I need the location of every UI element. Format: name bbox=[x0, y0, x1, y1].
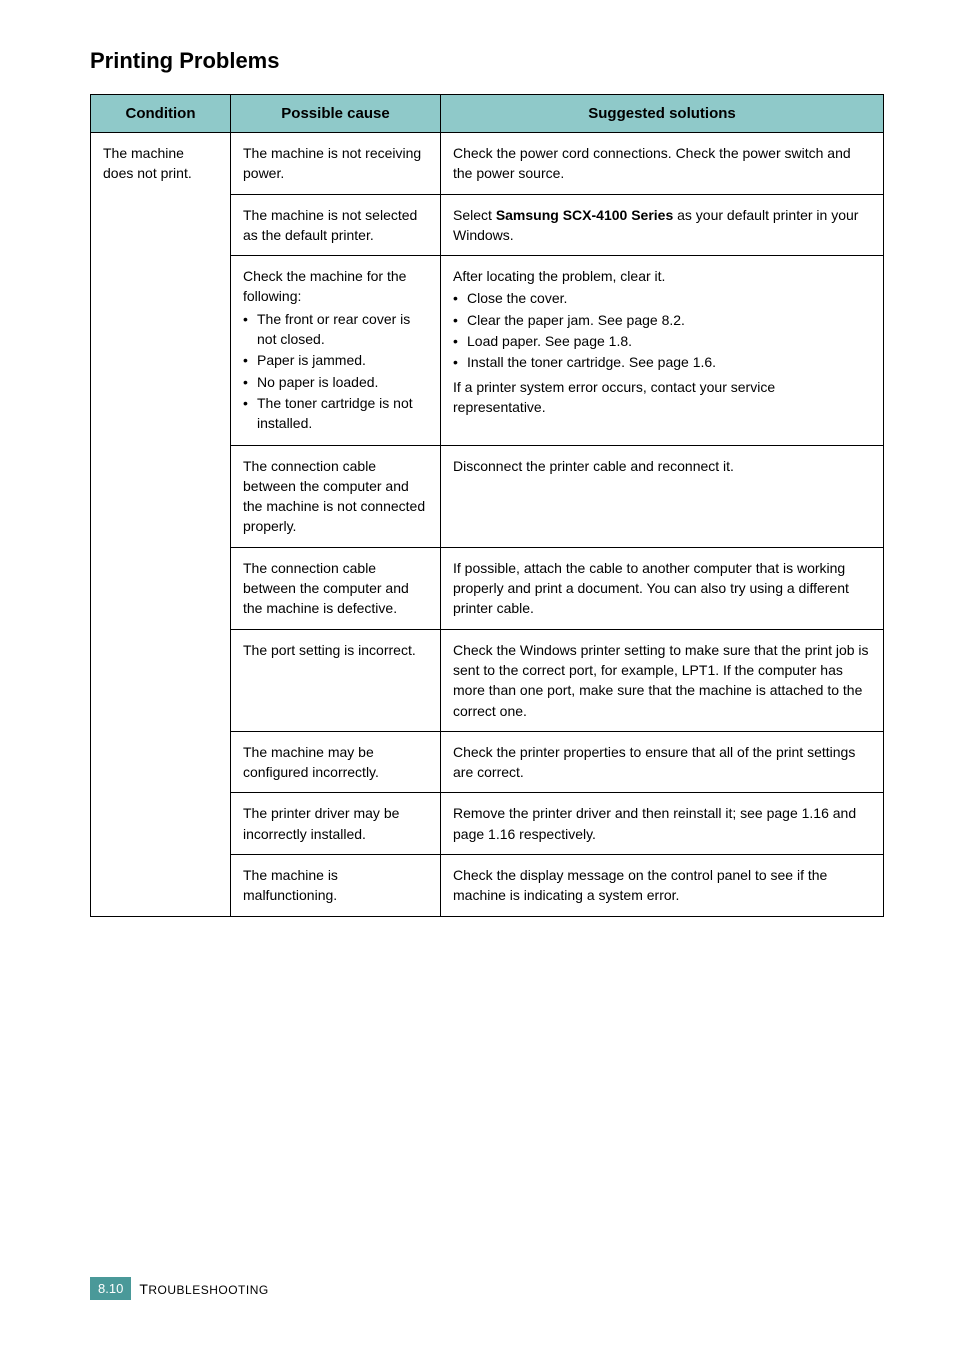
solution-prefix: Select bbox=[453, 207, 496, 223]
condition-cell: The machine does not print. bbox=[91, 133, 231, 917]
page-number: 8.10 bbox=[90, 1277, 131, 1300]
cause-cell: The port setting is incorrect. bbox=[231, 629, 441, 731]
list-item: No paper is loaded. bbox=[243, 372, 428, 392]
table-header-row: Condition Possible cause Suggested solut… bbox=[91, 95, 884, 133]
solution-cell: Check the power cord connections. Check … bbox=[441, 133, 884, 195]
solution-cell: Disconnect the printer cable and reconne… bbox=[441, 445, 884, 547]
problems-table: Condition Possible cause Suggested solut… bbox=[90, 94, 884, 917]
cause-list: The front or rear cover is not closed. P… bbox=[243, 309, 428, 434]
cause-intro: Check the machine for the following: bbox=[243, 268, 406, 304]
footer-rest: ROUBLESHOOTING bbox=[148, 1283, 268, 1297]
list-item: The toner cartridge is not installed. bbox=[243, 393, 428, 434]
solution-list: Close the cover. Clear the paper jam. Se… bbox=[453, 288, 871, 372]
cause-cell: The machine is malfunctioning. bbox=[231, 855, 441, 917]
cause-cell: Check the machine for the following: The… bbox=[231, 256, 441, 445]
header-condition: Condition bbox=[91, 95, 231, 133]
solution-outro: If a printer system error occurs, contac… bbox=[453, 377, 871, 418]
solution-cell: After locating the problem, clear it. Cl… bbox=[441, 256, 884, 445]
list-item: Paper is jammed. bbox=[243, 350, 428, 370]
footer-label: TROUBLESHOOTING bbox=[139, 1281, 268, 1297]
cause-cell: The printer driver may be incorrectly in… bbox=[231, 793, 441, 855]
cause-cell: The connection cable between the compute… bbox=[231, 445, 441, 547]
solution-cell: Check the printer properties to ensure t… bbox=[441, 731, 884, 793]
solution-bold: Samsung SCX-4100 Series bbox=[496, 207, 673, 223]
list-item: The front or rear cover is not closed. bbox=[243, 309, 428, 350]
list-item: Install the toner cartridge. See page 1.… bbox=[453, 352, 871, 372]
page-footer: 8.10 TROUBLESHOOTING bbox=[90, 1277, 269, 1300]
list-item: Load paper. See page 1.8. bbox=[453, 331, 871, 351]
solution-cell: Remove the printer driver and then reins… bbox=[441, 793, 884, 855]
page-title: Printing Problems bbox=[90, 48, 884, 74]
cause-cell: The machine may be configured incorrectl… bbox=[231, 731, 441, 793]
solution-cell: Check the Windows printer setting to mak… bbox=[441, 629, 884, 731]
solution-intro: After locating the problem, clear it. bbox=[453, 268, 665, 284]
cause-cell: The machine is not selected as the defau… bbox=[231, 194, 441, 256]
table-row: The machine does not print. The machine … bbox=[91, 133, 884, 195]
list-item: Clear the paper jam. See page 8.2. bbox=[453, 310, 871, 330]
solution-cell: If possible, attach the cable to another… bbox=[441, 547, 884, 629]
cause-cell: The machine is not receiving power. bbox=[231, 133, 441, 195]
header-cause: Possible cause bbox=[231, 95, 441, 133]
solution-cell: Check the display message on the control… bbox=[441, 855, 884, 917]
solution-cell: Select Samsung SCX-4100 Series as your d… bbox=[441, 194, 884, 256]
header-solution: Suggested solutions bbox=[441, 95, 884, 133]
cause-cell: The connection cable between the compute… bbox=[231, 547, 441, 629]
list-item: Close the cover. bbox=[453, 288, 871, 308]
